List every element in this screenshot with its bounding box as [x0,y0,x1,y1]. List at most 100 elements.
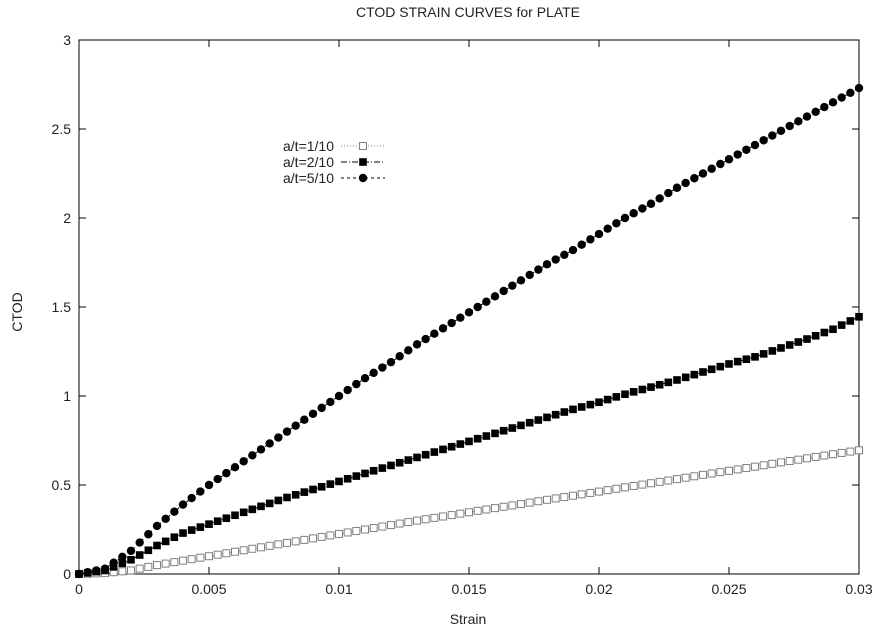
data-point [698,169,708,178]
data-point [759,461,768,470]
data-point [473,434,482,443]
data-point [222,514,231,523]
data-point [803,454,811,463]
data-point [508,501,517,510]
data-point [751,353,759,361]
data-point [239,546,248,555]
data-point [482,432,491,440]
data-point [309,485,317,494]
data-point [282,427,292,436]
data-point [716,468,725,477]
data-point [560,493,569,502]
data-point [577,403,586,411]
legend-label: a/t=1/10 [283,138,334,154]
legend: a/t=1/10a/t=2/10a/t=5/10 [283,138,385,186]
data-point [785,341,794,349]
data-point [256,445,266,454]
data-point [655,380,664,389]
data-point [343,528,352,537]
data-point [83,568,92,577]
data-point [811,331,820,340]
data-point [205,520,213,528]
data-point [421,334,430,344]
legend-label: a/t=5/10 [283,170,334,186]
data-point [153,541,161,550]
data-point [707,365,716,374]
data-point [612,484,621,493]
data-point [846,317,855,325]
data-point [473,506,482,515]
data-point [187,526,196,534]
data-point [352,379,361,389]
data-point [638,385,647,394]
data-point [447,442,456,451]
data-point [516,276,526,285]
data-point [577,490,586,499]
data-point [491,504,499,513]
data-point [335,477,343,486]
data-point [387,521,395,530]
legend-item: a/t=2/10 [283,154,385,170]
x-tick-label: 0.005 [191,581,226,597]
data-point [621,390,629,399]
data-point [144,546,153,555]
data-point [681,178,690,188]
data-point [378,363,387,372]
data-point [222,468,231,478]
data-point [386,357,396,367]
legend-marker [359,142,367,150]
data-point [187,493,196,503]
data-point [257,543,265,552]
data-point [248,544,257,553]
chart-title: CTOD STRAIN CURVES for PLATE [356,4,580,20]
data-point [733,357,742,366]
data-point [664,476,673,485]
data-point [213,474,222,484]
data-point [725,360,733,368]
data-point [820,328,829,337]
data-point [118,567,127,576]
data-point [231,511,239,520]
data-point [465,437,473,446]
data-point [161,559,170,568]
x-tick-label: 0.02 [585,581,612,597]
data-point [716,362,725,371]
data-point [74,569,84,579]
y-tick-label: 1.5 [52,299,72,315]
data-point [551,255,560,264]
data-point [525,270,534,280]
data-point [430,448,439,456]
data-point [326,480,335,488]
data-point [274,433,283,442]
data-point [135,564,144,573]
data-point [170,507,179,516]
data-point [673,376,681,384]
data-point [317,532,326,541]
data-point [508,424,517,432]
data-point [647,479,655,488]
data-point [828,98,838,107]
data-point [283,493,291,502]
series-line [78,87,860,575]
data-point [118,552,127,561]
data-point [274,496,283,505]
data-point [378,522,387,531]
data-point [777,344,785,352]
data-point [369,524,378,533]
data-point [213,517,222,525]
data-point [534,265,543,274]
x-tick-label: 0.01 [325,581,352,597]
data-point [534,416,543,424]
data-point [759,350,768,358]
data-point [629,209,638,218]
data-point [179,556,187,565]
data-point [265,499,274,508]
data-point [196,487,205,496]
data-point [560,408,569,416]
data-point [196,523,205,531]
data-point [395,352,404,361]
data-point [794,117,803,126]
data-point [204,480,214,490]
legend-item: a/t=5/10 [283,170,385,186]
